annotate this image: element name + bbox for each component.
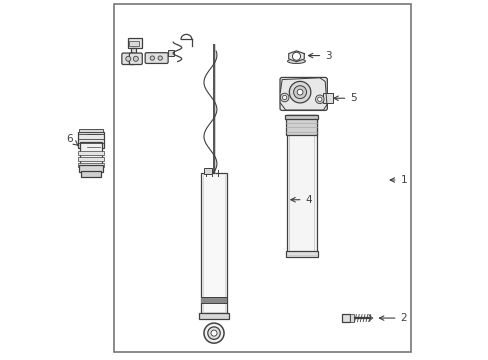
Text: 3: 3 xyxy=(308,50,331,60)
Bar xyxy=(78,163,103,167)
Bar xyxy=(199,313,228,319)
Bar xyxy=(286,116,317,135)
Bar xyxy=(78,132,104,148)
Bar xyxy=(286,255,316,256)
Bar xyxy=(78,157,103,161)
Circle shape xyxy=(315,95,324,104)
Circle shape xyxy=(282,95,286,100)
Bar xyxy=(285,116,318,119)
FancyBboxPatch shape xyxy=(129,53,142,64)
FancyBboxPatch shape xyxy=(280,77,326,111)
Bar xyxy=(79,166,102,172)
Circle shape xyxy=(158,56,162,60)
Circle shape xyxy=(289,81,310,103)
Polygon shape xyxy=(280,78,326,110)
Circle shape xyxy=(280,93,288,102)
Ellipse shape xyxy=(287,59,305,63)
Bar xyxy=(113,4,410,352)
Circle shape xyxy=(297,89,303,95)
Circle shape xyxy=(207,327,220,339)
Bar xyxy=(342,315,349,321)
Text: 4: 4 xyxy=(290,195,311,205)
Bar xyxy=(78,151,103,155)
Circle shape xyxy=(211,330,217,336)
Bar xyxy=(129,41,139,46)
Circle shape xyxy=(203,323,224,343)
Bar xyxy=(79,129,102,132)
Bar xyxy=(131,48,136,53)
Circle shape xyxy=(293,86,306,99)
Bar xyxy=(128,39,142,48)
Bar xyxy=(285,251,317,257)
FancyBboxPatch shape xyxy=(122,53,135,64)
Bar xyxy=(80,142,102,167)
Circle shape xyxy=(317,97,321,102)
Bar xyxy=(168,50,174,56)
Bar xyxy=(349,315,353,321)
Circle shape xyxy=(125,56,131,61)
Circle shape xyxy=(150,56,154,60)
Bar xyxy=(204,168,212,174)
Bar xyxy=(286,116,316,252)
Bar xyxy=(81,171,101,177)
Text: 5: 5 xyxy=(333,93,356,103)
Bar xyxy=(201,173,226,313)
FancyBboxPatch shape xyxy=(145,53,168,63)
Text: 6: 6 xyxy=(66,134,78,145)
Bar xyxy=(323,93,333,103)
Circle shape xyxy=(133,56,138,61)
Circle shape xyxy=(292,52,300,60)
Bar xyxy=(201,297,226,303)
Text: 2: 2 xyxy=(379,313,407,323)
Text: 1: 1 xyxy=(389,175,407,185)
Polygon shape xyxy=(288,51,304,62)
